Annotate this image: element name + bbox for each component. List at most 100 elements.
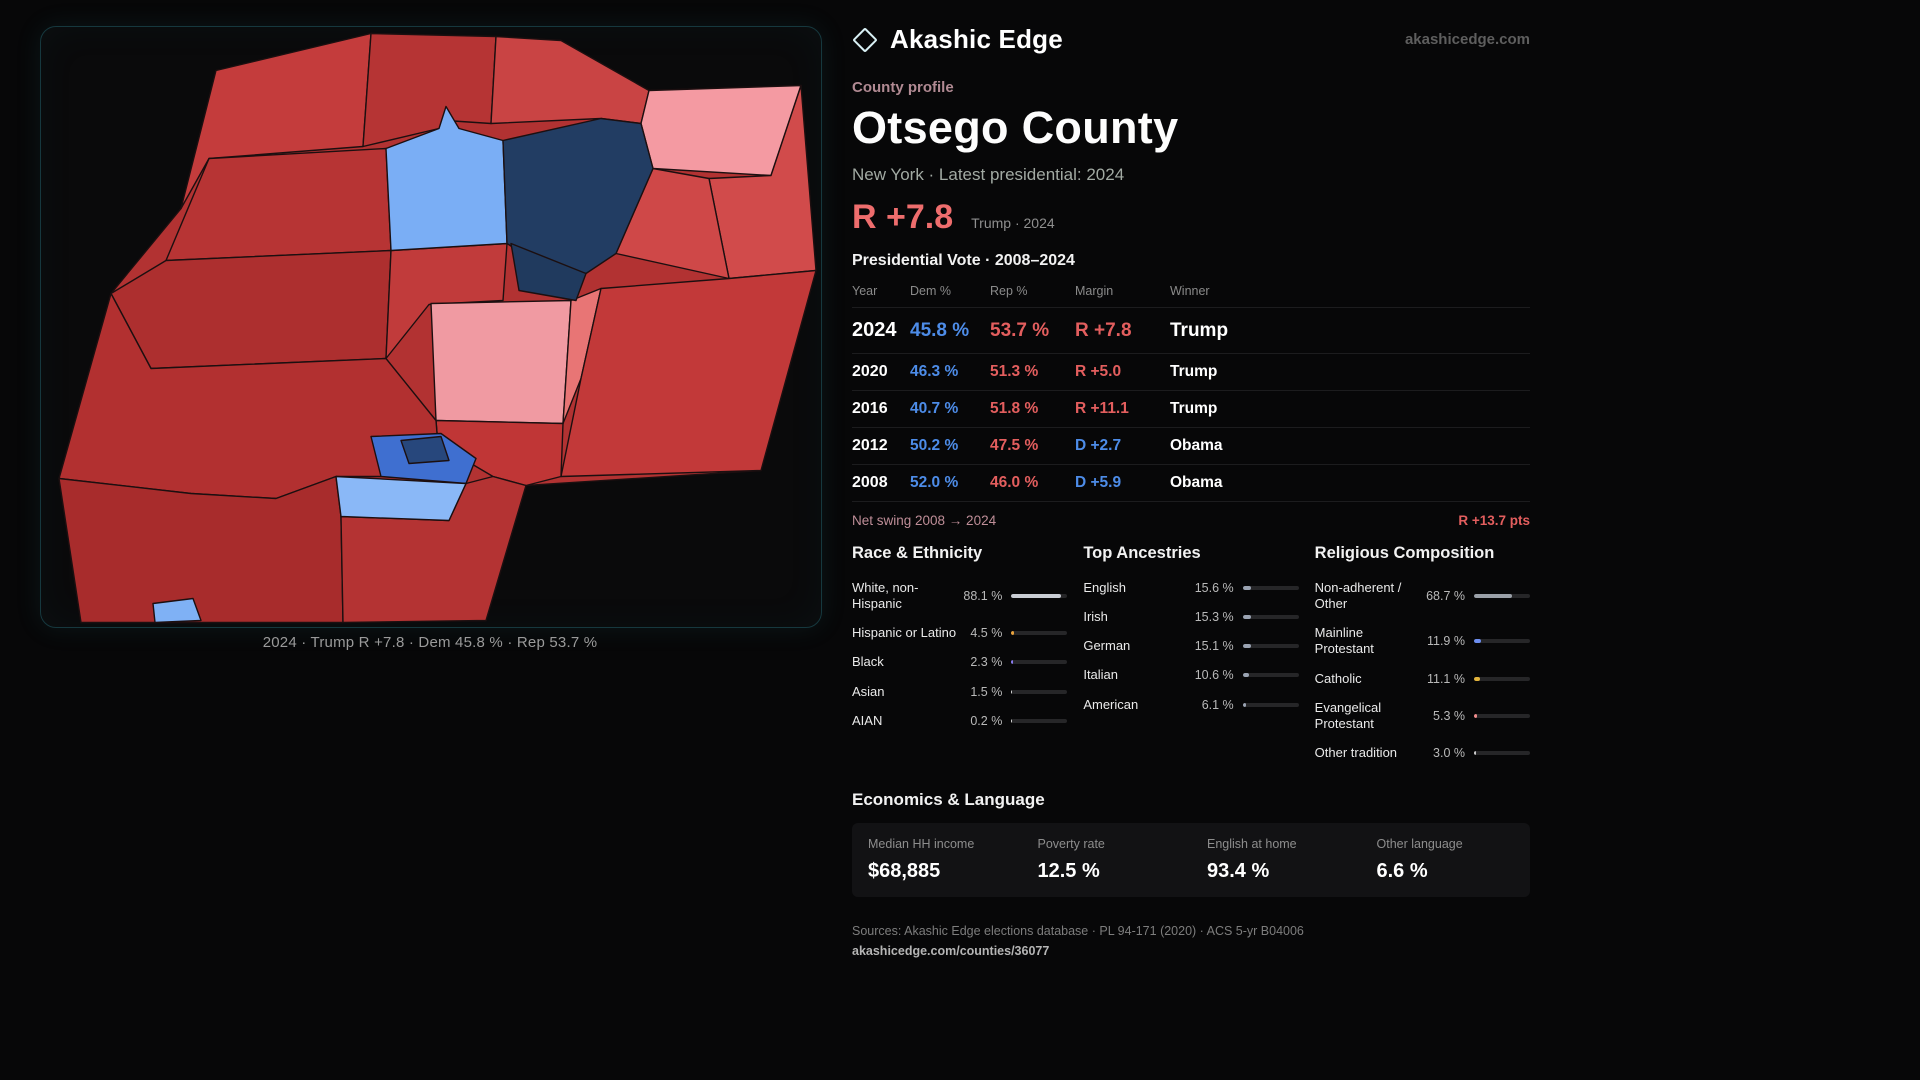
demographics-label: Hispanic or Latino (852, 625, 957, 640)
demographics-value: 3.0 % (1433, 746, 1465, 761)
county-map-svg (58, 32, 817, 624)
vote-dem-pct: 52.0 % (910, 474, 959, 491)
economics-title: Economics & Language (852, 790, 1045, 809)
demographics-bar-track (1011, 631, 1068, 636)
demographics-value: 15.6 % (1194, 580, 1234, 595)
demographics-value: 10.6 % (1194, 668, 1234, 683)
demographics-bar-fill (1242, 644, 1252, 649)
vote-year: 2008 (852, 474, 888, 491)
demographics-column-title: Top Ancestries (1083, 544, 1201, 562)
economics-stat-value: 6.6 % (1376, 860, 1428, 882)
vote-winner: Trump (1170, 320, 1229, 341)
vote-col-header: Winner (1170, 284, 1210, 298)
vote-rep-pct: 47.5 % (990, 437, 1039, 454)
demographics-row: Hispanic or Latino 4.5 % (852, 619, 1068, 648)
demographics-value: 68.7 % (1426, 588, 1465, 603)
demographics-value: 15.1 % (1194, 639, 1234, 654)
demographics-bar-fill (1242, 673, 1249, 678)
vote-year: 2020 (852, 363, 888, 380)
demographics-label: Other tradition (1314, 745, 1398, 761)
map-town-region (152, 597, 202, 624)
economics-stat-label: English at home (1207, 837, 1297, 851)
demographics-bar-fill (1473, 751, 1476, 756)
vote-row-2024: 2024 45.8 % 53.7 % R +7.8 Trump (852, 307, 1530, 353)
economics-stat-value: $68,885 (868, 860, 941, 882)
demographics-bar-track (1473, 639, 1530, 644)
demographics-value: 11.1 % (1426, 671, 1465, 686)
demographics-value: 88.1 % (963, 588, 1003, 603)
demographics-column: Race & Ethnicity White, non-Hispanic 88.1 … (852, 544, 1068, 768)
net-swing-row: Net swing 2008 → 2024 R +13.7 pts (852, 501, 1530, 528)
demographics-value: 4.5 % (970, 626, 1003, 641)
demographics-bar-track (1011, 689, 1068, 694)
vote-margin: R +5.0 (1075, 363, 1122, 380)
map-town-region (58, 475, 344, 624)
map-town-region (110, 249, 392, 370)
vote-col-header: Rep % (990, 284, 1028, 298)
vote-table: Year Dem % Rep % Margin Winner 2024 45.8 % 53.… (852, 278, 1530, 528)
headline-note: Trump · 2024 (971, 215, 1055, 231)
economics-stat-label: Other language (1376, 837, 1463, 851)
map-town-region (180, 32, 372, 210)
demographics-label: German (1083, 638, 1131, 653)
vote-table-title: Presidential Vote · 2008–2024 (852, 252, 1075, 269)
demographics-bar-fill (1011, 631, 1014, 636)
demographics-row: Evangelical Protestant 5.3 % (1315, 693, 1530, 739)
vote-col-header: Margin (1075, 284, 1114, 298)
vote-rep-pct: 46.0 % (990, 474, 1039, 491)
map-caption: 2024 · Trump R +7.8 · Dem 45.8 % · Rep 5… (262, 634, 598, 651)
demographics-label: Asian (852, 683, 885, 699)
demographics-label: White, non-Hispanic (852, 579, 919, 611)
economics-stat-card: Median HH income $68,885 (852, 823, 1022, 897)
demographics-bar-track (1011, 660, 1068, 665)
demographics-bar-track (1473, 676, 1530, 681)
demographics-value: 0.2 % (970, 713, 1003, 728)
profile-label: County profile (852, 79, 954, 96)
sources-note: Sources: Akashic Edge elections database… (852, 924, 1304, 938)
permalink: akashicedge.com/counties/36077 (852, 944, 1050, 958)
demographics-row: AIAN 0.2 % (852, 706, 1068, 735)
vote-dem-pct: 46.3 % (910, 363, 959, 380)
map-town-region (430, 299, 572, 425)
vote-rep-pct: 51.8 % (990, 400, 1039, 417)
economics-stat-label: Poverty rate (1037, 837, 1105, 851)
vote-rep-pct: 53.7 % (990, 320, 1050, 341)
demographics-bar-track (1473, 714, 1530, 718)
demographics-value: 2.3 % (970, 655, 1003, 670)
demographics-row: Other tradition 3.0 % (1315, 739, 1530, 768)
demographics-value: 1.5 % (970, 684, 1003, 699)
economics-stat-value: 12.5 % (1037, 860, 1100, 882)
demographics-bar-track (1242, 644, 1299, 649)
demographics-row: American 6.1 % (1083, 690, 1299, 719)
demographics-row: Mainline Protestant 11.9 % (1315, 619, 1530, 665)
demographics-bar-fill (1242, 614, 1252, 619)
vote-row-2008: 2008 52.0 % 46.0 % D +5.9 Obama (852, 464, 1530, 501)
vote-margin: R +11.1 (1075, 400, 1129, 417)
demographics-bar-fill (1473, 593, 1513, 598)
demographics-column-title: Religious Composition (1314, 544, 1495, 562)
vote-margin: D +5.9 (1075, 474, 1122, 491)
subtitle: New York · Latest presidential: 2024 (852, 165, 1125, 184)
map-town-region (385, 105, 508, 252)
demographics-bar-fill (1242, 702, 1247, 707)
demographics-bar-track (1473, 593, 1530, 598)
economics-stat-card: Other language 6.6 % (1361, 823, 1531, 897)
headline: R +7.8 Trump · 2024 (852, 198, 1530, 237)
demographics-column: Top Ancestries English 15.6 % Irish 15.3 % Ge… (1083, 544, 1299, 768)
demographics-row: Italian 10.6 % (1083, 661, 1299, 690)
county-map-panel (40, 26, 822, 628)
vote-margin: R +7.8 (1075, 320, 1132, 341)
vote-year: 2012 (852, 437, 888, 454)
demographics-value: 11.9 % (1426, 634, 1465, 649)
demographics-bar-fill (1011, 718, 1012, 723)
page-title: Otsego County (852, 102, 1179, 153)
net-swing-label: Net swing 2008 → 2024 (852, 513, 997, 528)
economics-cards: Median HH income $68,885 Poverty rate 12.5 … (852, 823, 1530, 897)
vote-year: 2016 (852, 400, 888, 417)
vote-winner: Obama (1170, 437, 1223, 454)
demographics-bar-track (1242, 702, 1299, 707)
vote-winner: Obama (1170, 474, 1223, 491)
vote-margin: D +2.7 (1075, 437, 1122, 454)
vote-dem-pct: 45.8 % (910, 320, 970, 341)
demographics-row: German 15.1 % (1083, 632, 1299, 661)
